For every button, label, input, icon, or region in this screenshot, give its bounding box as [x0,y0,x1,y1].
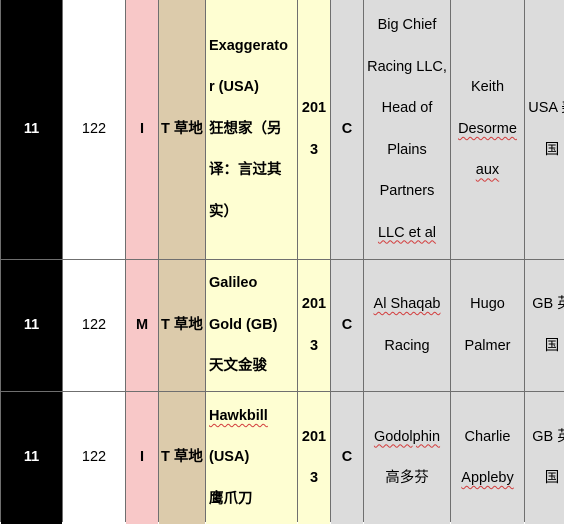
trainer-line: Keith [470,79,505,96]
year-cell: 201 3 [298,392,330,524]
horse-name-cell: Galileo Gold (GB) 天文金骏 [206,260,297,391]
rank-cell: 11 [1,0,62,259]
owner-cell: Al Shaqab Racing [364,260,450,391]
owner-line: Racing LLC, [367,58,447,75]
sex-cell: C [331,392,363,524]
owner-cell: Godolphin 高多芬 [364,392,450,524]
class-cell: M [126,260,158,391]
owner-line: Racing [384,337,430,354]
owner-line: Partners [379,183,435,199]
year-line: 201 [301,428,327,445]
rank-value: 11 [23,449,40,466]
sex-cell: C [331,0,363,259]
surface-value: T 草地 [161,120,203,137]
owner-line: Head of [381,100,433,116]
rating-value: 122 [81,120,107,137]
class-cell: I [126,392,158,524]
country-line: 国 [544,337,560,354]
owner-line: Al Shaqab [373,296,441,312]
trainer-line: Hugo [470,296,505,312]
owner-line: Godolphin [373,428,441,445]
class-value: M [135,316,149,333]
name-line: Hawkbill [209,407,268,424]
name-line: 鹰爪刀 [209,490,253,507]
class-cell: I [126,0,158,259]
surface-cell: T 草地 [159,260,205,391]
rating-cell: 122 [63,0,125,259]
year-line: 201 [301,296,327,312]
surface-value: T 草地 [161,316,203,333]
year-line: 3 [309,337,319,354]
rank-value: 11 [23,316,40,333]
country-cell: GB 英 国 [525,392,564,524]
rank-cell: 11 [1,260,62,391]
trainer-line: aux [475,162,500,179]
year-line: 3 [309,141,319,158]
country-line: GB 英 [532,428,564,445]
rating-value: 122 [81,316,107,333]
sex-value: C [341,316,353,333]
name-line: 译：言过其 [209,162,282,179]
country-cell: USA 美 国 [525,0,564,259]
name-line: 实） [209,203,238,220]
country-line: 国 [544,470,560,486]
name-line: 狂想家（另 [209,120,282,137]
trainer-cell: Keith Desorme aux [451,0,524,259]
name-line: 天文金骏 [209,358,267,375]
class-value: I [139,120,145,137]
trainer-line: Charlie [464,428,511,445]
country-cell: GB 英 国 [525,260,564,391]
name-line: r (USA) [209,79,259,96]
rating-value: 122 [81,449,107,466]
sex-cell: C [331,260,363,391]
owner-line: Plains [387,141,427,158]
rating-cell: 122 [63,392,125,524]
country-line: 国 [544,141,560,158]
horse-name-cell: Hawkbill (USA) 鹰爪刀 [206,392,297,524]
name-line: (USA) [209,449,250,466]
trainer-line: Palmer [464,337,511,354]
rating-cell: 122 [63,260,125,391]
owner-line: Big Chief [377,17,437,33]
sex-value: C [341,120,353,137]
surface-cell: T 草地 [159,0,205,259]
rank-value: 11 [23,120,40,137]
year-cell: 201 3 [298,0,330,259]
year-line: 201 [301,100,327,116]
trainer-line: Desorme [458,120,517,137]
owner-line: LLC et al [377,224,437,241]
owner-cell: Big Chief Racing LLC, Head of Plains Par… [364,0,450,259]
sex-value: C [341,449,353,466]
country-line: USA 美 [528,100,564,116]
country-line: GB 英 [532,296,564,312]
name-line: Galileo [209,275,258,292]
trainer-cell: Hugo Palmer [451,260,524,391]
surface-value: T 草地 [161,449,203,466]
rank-cell: 11 [1,392,62,524]
surface-cell: T 草地 [159,392,205,524]
class-value: I [139,449,145,466]
trainer-line: Appleby [461,470,514,486]
horse-name-cell: Exaggerato r (USA) 狂想家（另 译：言过其 实） [206,0,297,259]
owner-line: 高多芬 [385,470,429,486]
year-cell: 201 3 [298,260,330,391]
year-line: 3 [309,470,319,486]
trainer-cell: Charlie Appleby [451,392,524,524]
name-line: Gold (GB) [209,316,278,333]
name-line: Exaggerato [209,37,288,54]
